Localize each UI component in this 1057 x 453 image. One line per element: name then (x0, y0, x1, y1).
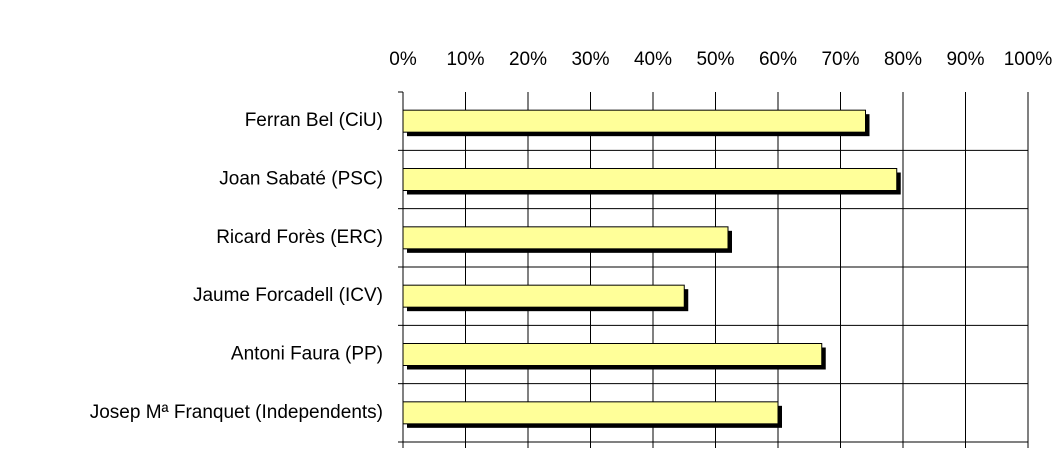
bar (402, 168, 898, 191)
x-tick-label: 80% (884, 49, 922, 70)
x-tick-label: 100% (1004, 49, 1053, 70)
y-tick-label: Antoni Faura (PP) (231, 344, 383, 365)
x-tick-label: 10% (446, 49, 484, 70)
bar (402, 343, 823, 366)
y-tick-label: Jaume Forcadell (ICV) (193, 285, 383, 306)
x-tick-label: 40% (634, 49, 672, 70)
x-tick-label: 20% (509, 49, 547, 70)
x-tick-label: 30% (571, 49, 609, 70)
bar (402, 284, 685, 308)
bar (402, 109, 866, 133)
x-tick-label: 60% (759, 49, 797, 70)
y-tick-label: Ricard Forès (ERC) (216, 227, 383, 248)
x-tick-label: 70% (821, 49, 859, 70)
bar (402, 401, 779, 425)
x-tick-label: 0% (389, 49, 417, 70)
bar (402, 226, 729, 250)
y-tick-label: Josep Mª Franquet (Independents) (90, 402, 383, 423)
x-tick-label: 50% (696, 49, 734, 70)
y-tick-label: Joan Sabaté (PSC) (219, 169, 383, 190)
y-tick-label: Ferran Bel (CiU) (245, 110, 383, 131)
x-tick-label: 90% (946, 49, 984, 70)
